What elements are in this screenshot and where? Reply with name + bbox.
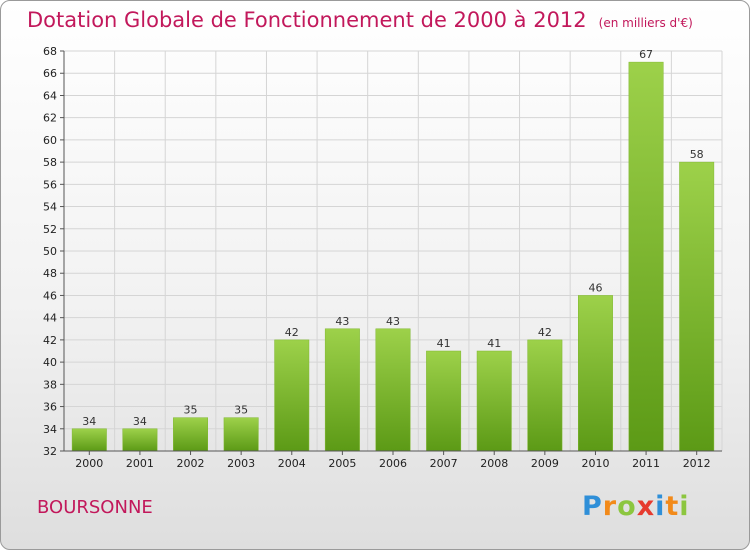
x-tick-label-2004: 2004 — [278, 457, 306, 470]
data-label-2007: 41 — [437, 337, 451, 350]
y-tick-label: 50 — [43, 245, 57, 258]
bars: 34 34 35 35 42 43 43 41 41 42 46 67 58 — [71, 48, 715, 452]
bar-2007 — [426, 350, 462, 452]
y-tick-label: 58 — [43, 156, 57, 169]
y-tick-label: 54 — [43, 201, 57, 214]
x-tick-label-2005: 2005 — [328, 457, 356, 470]
data-label-2008: 41 — [487, 337, 501, 350]
bar-2006 — [375, 328, 411, 452]
x-tick-label-2010: 2010 — [581, 457, 609, 470]
bar-2008 — [476, 350, 512, 452]
data-label-2001: 34 — [133, 415, 147, 428]
x-tick-label-2006: 2006 — [379, 457, 407, 470]
y-tick-label: 48 — [43, 267, 57, 280]
bar-2002 — [173, 417, 208, 452]
x-tick-label-2000: 2000 — [75, 457, 103, 470]
commune-name: BOURSONNE — [37, 497, 153, 518]
proxiti-logo[interactable]: Proxiti — [582, 491, 690, 522]
bar-2009 — [527, 339, 563, 452]
bar-2000 — [71, 428, 107, 452]
data-label-2012: 58 — [690, 148, 704, 161]
y-tick-label: 60 — [43, 134, 57, 147]
x-tick-label-2001: 2001 — [126, 457, 154, 470]
bar-2011 — [628, 61, 664, 452]
y-tick-label: 42 — [43, 334, 57, 347]
data-label-2002: 35 — [184, 404, 198, 417]
bar-2004 — [274, 339, 310, 452]
bar-2001 — [122, 428, 158, 452]
y-tick-label: 56 — [43, 178, 57, 191]
y-tick-label: 36 — [43, 401, 57, 414]
y-tick-label: 38 — [43, 378, 57, 391]
data-label-2011: 67 — [639, 48, 653, 61]
bar-2012 — [679, 161, 715, 452]
chart-title: Dotation Globale de Fonctionnement de 20… — [27, 8, 693, 32]
x-tick-label-2002: 2002 — [177, 457, 205, 470]
x-tick-label-2007: 2007 — [430, 457, 458, 470]
bar-2003 — [223, 417, 259, 452]
x-tick-label-2012: 2012 — [683, 457, 711, 470]
y-tick-label: 46 — [43, 289, 57, 302]
bar-2010 — [578, 295, 613, 452]
x-tick-label-2003: 2003 — [227, 457, 255, 470]
data-label-2010: 46 — [588, 281, 602, 294]
y-tick-label: 52 — [43, 223, 57, 236]
axes: 32 34 36 38 40 42 44 46 48 50 52 54 56 58 60 62 64 66 68 20… — [43, 45, 722, 470]
y-tick-label: 32 — [43, 445, 57, 458]
x-tick-label-2011: 2011 — [632, 457, 660, 470]
data-label-2005: 43 — [335, 315, 349, 328]
data-label-2009: 42 — [538, 326, 552, 339]
bar-2005 — [324, 328, 360, 452]
chart-title-main: Dotation Globale de Fonctionnement de 20… — [27, 8, 587, 32]
x-tick-label-2008: 2008 — [480, 457, 508, 470]
y-tick-label: 44 — [43, 312, 57, 325]
y-tick-label: 34 — [43, 423, 57, 436]
y-tick-label: 66 — [43, 67, 57, 80]
y-tick-label: 64 — [43, 89, 57, 102]
x-tick-label-2009: 2009 — [531, 457, 559, 470]
data-label-2003: 35 — [234, 404, 248, 417]
data-label-2006: 43 — [386, 315, 400, 328]
data-label-2000: 34 — [82, 415, 96, 428]
chart-unit: (en milliers d'€) — [598, 16, 693, 30]
data-label-2004: 42 — [285, 326, 299, 339]
y-tick-label: 40 — [43, 356, 57, 369]
y-tick-label: 62 — [43, 112, 57, 125]
y-tick-label: 68 — [43, 45, 57, 58]
